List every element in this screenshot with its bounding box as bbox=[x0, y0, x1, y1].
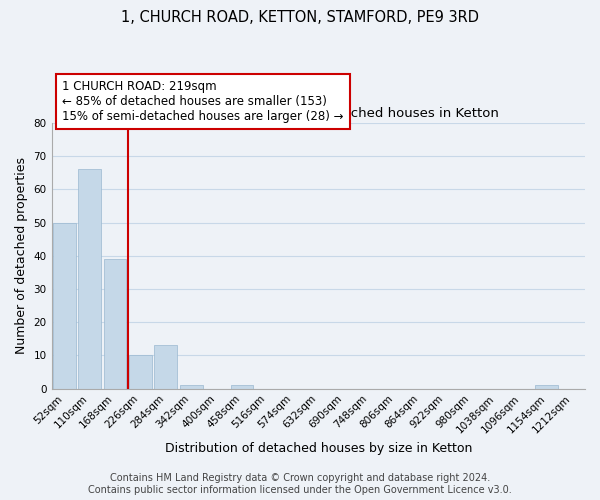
Bar bbox=[129, 356, 152, 388]
Bar bbox=[104, 259, 127, 388]
X-axis label: Distribution of detached houses by size in Ketton: Distribution of detached houses by size … bbox=[164, 442, 472, 455]
Text: Contains HM Land Registry data © Crown copyright and database right 2024.
Contai: Contains HM Land Registry data © Crown c… bbox=[88, 474, 512, 495]
Text: 1 CHURCH ROAD: 219sqm
← 85% of detached houses are smaller (153)
15% of semi-det: 1 CHURCH ROAD: 219sqm ← 85% of detached … bbox=[62, 80, 344, 123]
Bar bbox=[78, 170, 101, 388]
Bar bbox=[53, 222, 76, 388]
Text: 1, CHURCH ROAD, KETTON, STAMFORD, PE9 3RD: 1, CHURCH ROAD, KETTON, STAMFORD, PE9 3R… bbox=[121, 10, 479, 25]
Title: Size of property relative to detached houses in Ketton: Size of property relative to detached ho… bbox=[138, 108, 499, 120]
Bar bbox=[230, 386, 253, 388]
Bar bbox=[535, 386, 559, 388]
Y-axis label: Number of detached properties: Number of detached properties bbox=[15, 158, 28, 354]
Bar bbox=[154, 346, 177, 389]
Bar bbox=[180, 386, 203, 388]
